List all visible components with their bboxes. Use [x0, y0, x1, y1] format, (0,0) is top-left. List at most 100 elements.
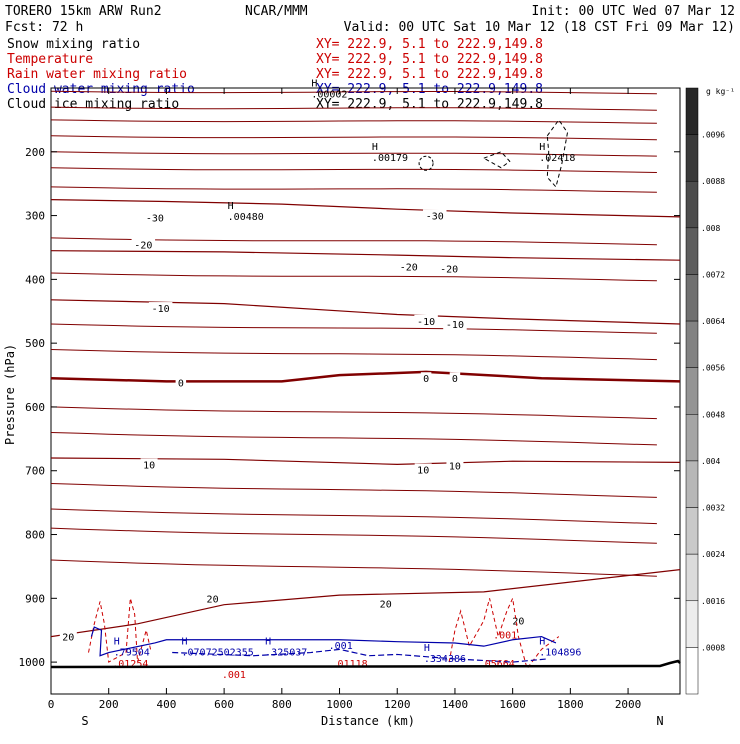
colorbar-segment	[685, 414, 699, 462]
isotherm-label-bg	[446, 459, 464, 472]
colorbar-segment	[685, 180, 699, 229]
background-contour	[50, 151, 657, 157]
isotherm-label: 0	[423, 374, 429, 385]
background-contour	[50, 135, 657, 141]
isotherm-label: 0	[178, 379, 184, 390]
isotherm-label-bg	[175, 376, 187, 389]
field-xy: XY= 222.9, 5.1 to 222.9,149.8	[316, 52, 543, 67]
maximum-marker: H	[424, 643, 430, 654]
maximum-marker: H	[311, 78, 317, 89]
maximum-marker: H	[372, 142, 378, 153]
valid-time: Valid: 00 UTC Sat 10 Mar 12 (18 CST Fri …	[344, 20, 735, 35]
isotherm-label-bg	[414, 314, 438, 327]
x-tick-label: 600	[214, 698, 234, 711]
isotherm-label: 20	[512, 617, 524, 628]
cloud-water-contour	[172, 648, 548, 663]
isotherm-label-bg	[148, 302, 173, 315]
maximum-value: .01118	[332, 659, 368, 670]
y-tick-label: 300	[25, 210, 45, 223]
field-name: Rain water mixing ratio	[7, 67, 187, 82]
colorbar-label: .0072	[701, 270, 725, 279]
x-tick-label: 1000	[326, 698, 353, 711]
isotherm-label-bg	[414, 463, 432, 476]
isotherm-label: -10	[446, 320, 464, 331]
ice-contour	[546, 119, 569, 188]
isotherm-label-bg	[397, 260, 421, 273]
colorbar-label: .0096	[701, 131, 725, 140]
colorbar-segment	[685, 507, 699, 555]
x-tick-label: 2000	[615, 698, 642, 711]
maximum-value: .00179	[372, 153, 408, 164]
field-legend: Snow mixing ratio XY= 222.9, 5.1 to 222.9…	[7, 37, 543, 112]
background-contour	[50, 559, 657, 577]
forecast-hour: Fcst: 72 h	[5, 20, 83, 35]
isotherm-label: 10	[143, 460, 155, 471]
background-contour	[50, 483, 657, 498]
maximum-value: .00480	[228, 212, 264, 223]
maximum-marker: H	[539, 142, 545, 153]
colorbar-label: .0024	[701, 550, 725, 559]
isotherm-label-bg	[437, 262, 461, 275]
field-name: Snow mixing ratio	[7, 37, 140, 52]
maximum-value: .334386	[424, 654, 466, 665]
colorbar-segment	[685, 87, 699, 135]
y-tick-label: 200	[25, 146, 45, 159]
colorbar-segment	[685, 227, 699, 275]
colorbar-segment	[685, 460, 699, 508]
x-tick-label: 800	[272, 698, 292, 711]
rain-contour	[88, 598, 152, 663]
colorbar-segment	[685, 600, 699, 648]
maximum-value: .001	[493, 630, 517, 641]
isotherm-line	[50, 370, 681, 383]
maximum-value: .325037	[265, 648, 307, 659]
maximum-value: .79504	[114, 648, 150, 659]
colorbar-segment	[685, 647, 699, 695]
x-tick-label: 400	[156, 698, 176, 711]
background-contour	[50, 323, 657, 334]
isotherm-label-bg	[131, 238, 156, 251]
maximum-value: .02418	[539, 153, 575, 164]
background-contour	[50, 167, 657, 173]
isotherm-label-bg	[59, 630, 77, 643]
y-tick-label: 900	[25, 592, 45, 605]
isotherm-label: -10	[152, 304, 170, 315]
colorbar-label: .0056	[701, 364, 725, 373]
y-tick-label: 700	[25, 465, 45, 478]
x-tick-label: 1800	[557, 698, 584, 711]
isotherm-label-bg	[143, 211, 167, 224]
colorbar-label: .0032	[701, 504, 725, 513]
background-contour	[50, 508, 657, 525]
model-title: TORERO 15km ARW Run2	[5, 4, 162, 19]
isotherm-line	[50, 457, 681, 466]
colorbar-segment	[685, 274, 699, 322]
isotherm-label: -10	[417, 317, 435, 328]
isotherm-label: 10	[417, 465, 429, 476]
field-xy: XY= 222.9, 5.1 to 222.9,149.8	[316, 97, 543, 112]
maximum-marker: H	[181, 637, 187, 648]
colorbar-segment	[685, 320, 699, 368]
isotherm-label-bg	[204, 592, 222, 605]
y-tick-label: 600	[25, 401, 45, 414]
colorbar-label: .0088	[701, 177, 725, 186]
ice-contour	[418, 155, 434, 171]
background-contour	[50, 349, 657, 361]
field-name: Cloud water mixing ratio	[7, 82, 195, 97]
x-tick-label: 1400	[442, 698, 469, 711]
isotherm-label-bg	[377, 597, 395, 610]
field-name: Cloud ice mixing ratio	[7, 97, 179, 112]
background-contour	[50, 90, 657, 95]
x-tick-label: 200	[99, 698, 119, 711]
maximum-value: .07072502355	[181, 648, 253, 659]
contour-layer: -30 -30 -20 -20 -20 -10 -10 -10 0 0 0 10 10 10 20 20 20 2…	[50, 90, 681, 644]
colorbar-label: .0064	[701, 317, 725, 326]
maximum-value: .104896	[539, 648, 581, 659]
colorbar-segment	[685, 134, 699, 182]
cloud-water-contour	[90, 626, 557, 657]
maximum-value: .001	[329, 641, 353, 652]
y-axis-label: Pressure (hPa)	[3, 344, 17, 445]
maxima-layer: H.00002H.00179H.02418H.00480H.79504H.070…	[112, 78, 581, 680]
org-title: NCAR/MMM	[245, 4, 308, 19]
plot-frame	[50, 87, 681, 695]
hydrometeor-layer	[88, 119, 569, 670]
